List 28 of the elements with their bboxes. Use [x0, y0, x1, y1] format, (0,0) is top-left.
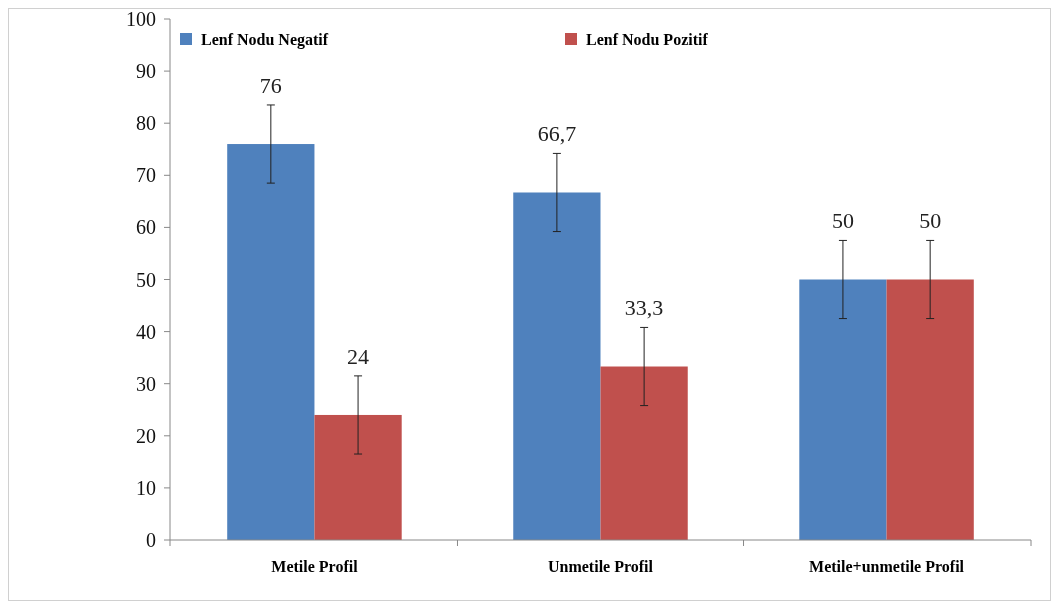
data-label: 76 [259, 72, 282, 98]
x-tick-label: Metile Profil [271, 558, 359, 575]
data-label: 50 [919, 208, 942, 234]
data-label: 33,3 [624, 295, 664, 321]
y-tick-label: 50 [136, 268, 156, 291]
y-tick-label: 60 [136, 216, 156, 239]
y-tick-label: 30 [136, 372, 156, 395]
y-tick-label: 80 [136, 112, 156, 135]
legend-label: Lenf Nodu Pozitif [586, 30, 709, 48]
y-tick-label: 100 [126, 8, 156, 30]
x-tick-label: Unmetile Profil [547, 558, 654, 575]
y-tick-label: 10 [136, 476, 156, 499]
bar [314, 414, 402, 540]
x-tick-label: Metile+unmetile Profil [809, 558, 965, 575]
y-tick-label: 0 [146, 529, 156, 551]
bar [886, 279, 974, 540]
bar [227, 144, 315, 540]
bar [600, 366, 688, 540]
legend-label: Lenf Nodu Negatif [201, 30, 329, 49]
data-label: 24 [347, 343, 370, 369]
y-tick-label: 20 [136, 424, 156, 447]
y-tick-label: 90 [136, 60, 156, 83]
data-label: 66,7 [537, 121, 577, 147]
bar [513, 192, 601, 540]
y-tick-label: 40 [136, 320, 156, 343]
data-label: 50 [831, 208, 854, 234]
y-tick-label: 70 [136, 164, 156, 187]
bar [799, 279, 887, 540]
